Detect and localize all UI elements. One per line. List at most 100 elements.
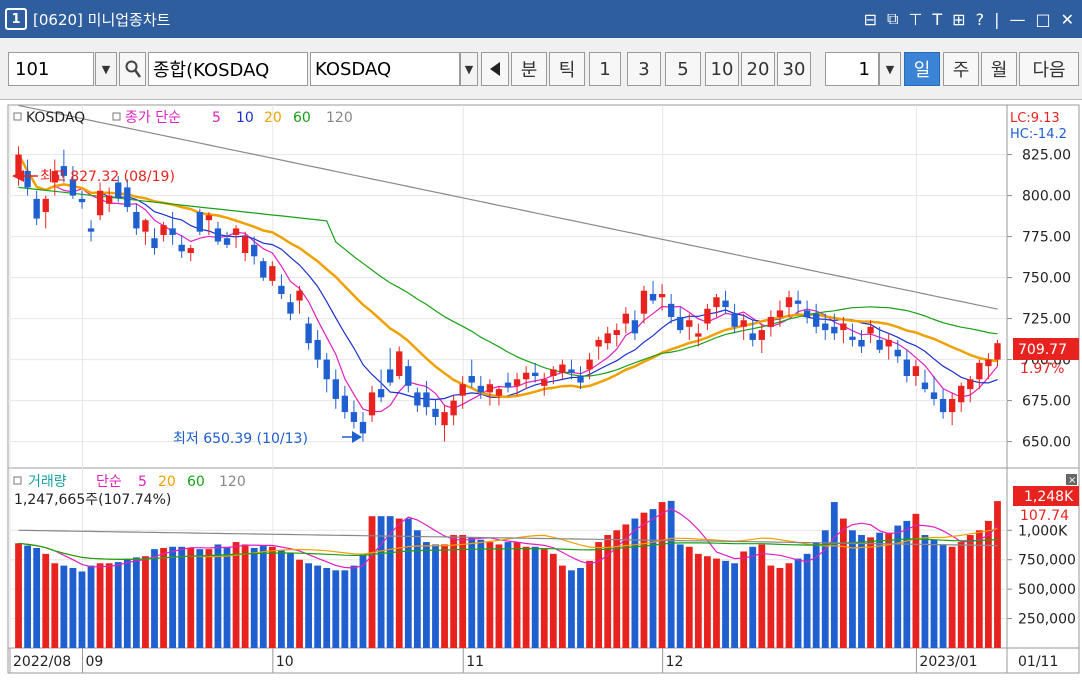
month-button[interactable]: 월 <box>981 52 1017 86</box>
next-button[interactable]: 다음 <box>1019 52 1079 86</box>
candle-body <box>767 316 775 327</box>
candle-body <box>477 385 484 393</box>
volume-bar <box>876 532 884 648</box>
candle-body <box>522 372 530 380</box>
volume-bars <box>15 500 1001 648</box>
volume-bar <box>314 565 322 648</box>
legend-ma120: 120 <box>326 110 353 126</box>
price-axis <box>1006 104 1080 469</box>
interval-3-button[interactable]: 3 <box>627 52 661 86</box>
legend-ma5: 5 <box>212 110 221 126</box>
candle-body <box>749 333 756 340</box>
candle-body <box>441 412 448 426</box>
interval-5-button[interactable]: 5 <box>665 52 701 86</box>
candle-body <box>840 323 847 331</box>
week-button[interactable]: 주 <box>943 52 979 86</box>
candle-body <box>939 398 947 413</box>
interval-10-button[interactable]: 10 <box>705 52 739 86</box>
grid-icon[interactable]: ⊞ <box>952 9 966 29</box>
chart-svg[interactable]: KOSDAQ 종가 단순 5 10 20 60 120 LC:9.13 HC:-… <box>0 100 1082 680</box>
candle-body <box>704 308 711 324</box>
candle-body <box>396 351 403 376</box>
count-input[interactable]: 1 <box>825 52 879 86</box>
volume-bar <box>830 502 838 648</box>
last-date-box <box>1006 647 1080 674</box>
market-select[interactable]: KOSDAQ <box>310 52 460 86</box>
date-tick-label: 2023/01 <box>919 654 977 670</box>
volume-tick-label: 1,000K <box>1018 523 1068 539</box>
candle-body <box>894 349 901 357</box>
volume-bar <box>423 542 430 648</box>
hc-label: HC:-14.2 <box>1010 127 1067 142</box>
category-field[interactable]: 종합(KOSDAQ <box>148 52 308 86</box>
count-dropdown-icon[interactable]: ▼ <box>879 52 901 86</box>
candle-body <box>377 389 385 398</box>
interval-30-button[interactable]: 30 <box>777 52 811 86</box>
candle-body <box>740 320 747 327</box>
volume-bar <box>649 509 657 648</box>
candle-body <box>196 212 203 232</box>
legend-box-icon <box>112 112 121 121</box>
prev-period-icon[interactable] <box>481 52 509 86</box>
candle-body <box>994 343 1001 360</box>
search-icon[interactable] <box>119 52 146 86</box>
volume-bar <box>613 530 621 648</box>
volume-bar <box>921 535 929 648</box>
candle-body <box>903 359 910 376</box>
volume-bar <box>51 563 59 648</box>
high-label: 최고 827.32 (08/19) <box>40 169 175 185</box>
volume-bar <box>504 542 512 648</box>
close-icon[interactable]: ✕ <box>1060 9 1074 29</box>
tick-button[interactable]: 틱 <box>549 52 585 86</box>
legend-ma60: 60 <box>293 110 311 126</box>
code-dropdown-icon[interactable]: ▼ <box>95 52 117 86</box>
minimize-icon[interactable]: — <box>1009 9 1026 29</box>
price-tick-label: 750.00 <box>1022 271 1071 287</box>
volume-bar <box>259 545 267 648</box>
window-number-badge: 1 <box>5 8 27 30</box>
candle-body <box>42 198 49 212</box>
volume-bar <box>15 543 22 648</box>
candle-body <box>849 336 856 340</box>
volume-bar <box>957 542 965 648</box>
volume-bar <box>450 535 458 648</box>
chart-area[interactable]: KOSDAQ 종가 단순 5 10 20 60 120 LC:9.13 HC:-… <box>0 100 1082 680</box>
price-tick-label: 675.00 <box>1022 394 1071 410</box>
candle-body <box>251 244 258 257</box>
candle-body <box>713 297 720 308</box>
pin-icon[interactable]: ⊤ <box>908 9 923 29</box>
volume-bar <box>885 532 893 648</box>
volume-bar <box>486 542 494 648</box>
volume-bar <box>676 544 684 648</box>
day-button[interactable]: 일 <box>904 52 940 86</box>
volume-bar <box>858 535 865 648</box>
code-input[interactable]: 101 <box>8 52 94 86</box>
market-dropdown-icon[interactable]: ▼ <box>460 52 478 86</box>
candle-body <box>930 392 938 399</box>
volume-bar <box>740 551 748 648</box>
layout-icon[interactable]: ⊟ <box>863 9 878 29</box>
volume-info: 1,247,665주(107.74%) <box>14 492 171 508</box>
font-icon[interactable]: T <box>932 9 943 29</box>
price-tick-label: 725.00 <box>1022 312 1071 328</box>
interval-20-button[interactable]: 20 <box>741 52 775 86</box>
volume-bar <box>948 546 956 648</box>
candle-body <box>822 323 829 331</box>
volume-bar <box>821 530 829 648</box>
interval-1-button[interactable]: 1 <box>589 52 621 86</box>
high-annotation: 최고 827.32 (08/19) <box>12 169 175 185</box>
volume-bar <box>296 559 303 648</box>
minute-button[interactable]: 분 <box>511 52 547 86</box>
volume-panel-close-icon[interactable] <box>1066 474 1077 485</box>
maximize-icon[interactable]: □ <box>1035 9 1051 29</box>
volume-bar <box>586 560 593 648</box>
copy-window-icon[interactable]: ⧉ <box>887 9 899 28</box>
price-tick-labels: 825.00800.00775.00750.00725.00700.00675.… <box>1022 148 1071 451</box>
price-tick-label: 800.00 <box>1022 189 1071 205</box>
volume-bar <box>903 520 911 648</box>
volume-bar <box>975 530 983 648</box>
volume-bar <box>241 544 249 648</box>
help-icon[interactable]: ? <box>975 9 985 29</box>
candle-body <box>160 225 167 235</box>
volume-bar <box>894 525 902 648</box>
